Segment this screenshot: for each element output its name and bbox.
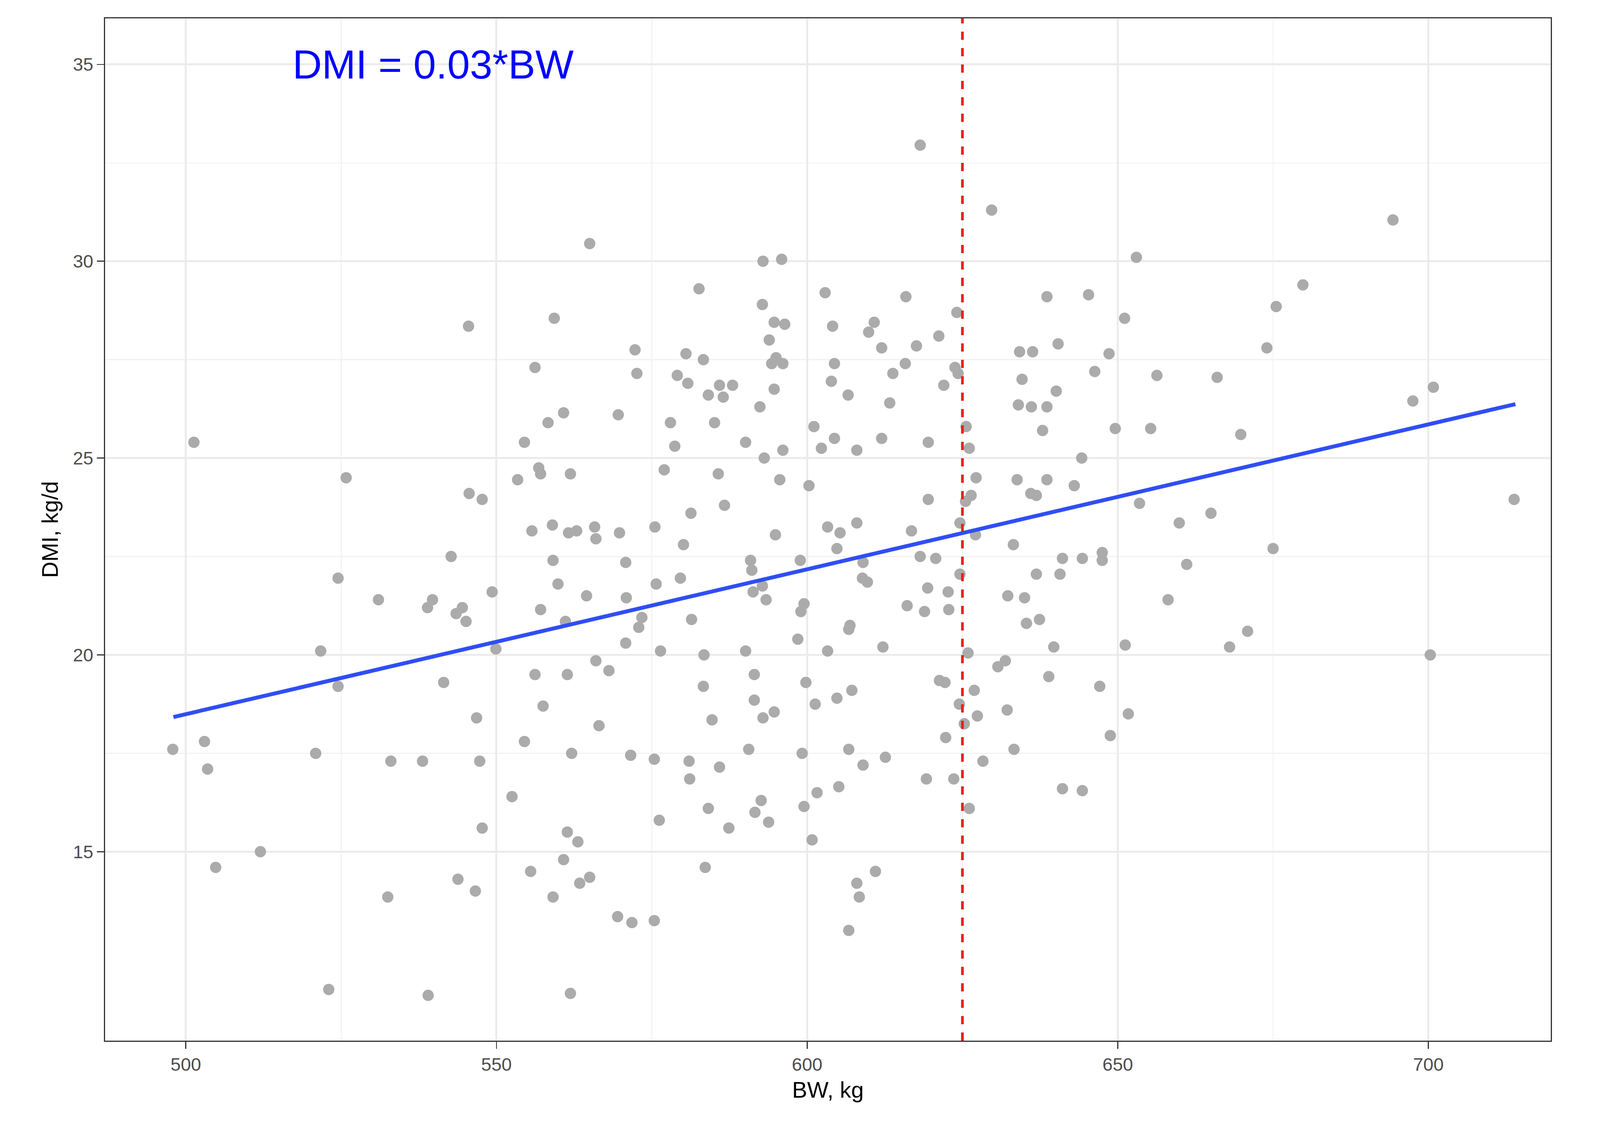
svg-text:30: 30 [73,250,94,272]
svg-text:550: 550 [481,1053,512,1075]
svg-text:700: 700 [1412,1053,1444,1075]
svg-text:35: 35 [73,53,94,75]
svg-text:650: 650 [1102,1053,1133,1075]
svg-text:15: 15 [73,841,94,863]
svg-text:20: 20 [73,644,94,666]
svg-text:600: 600 [791,1053,823,1075]
svg-text:DMI, kg/d: DMI, kg/d [37,480,63,578]
svg-text:500: 500 [170,1053,202,1075]
svg-text:DMI = 0.03*BW: DMI = 0.03*BW [292,41,574,88]
svg-text:25: 25 [73,447,94,469]
svg-text:BW, kg: BW, kg [792,1076,865,1103]
